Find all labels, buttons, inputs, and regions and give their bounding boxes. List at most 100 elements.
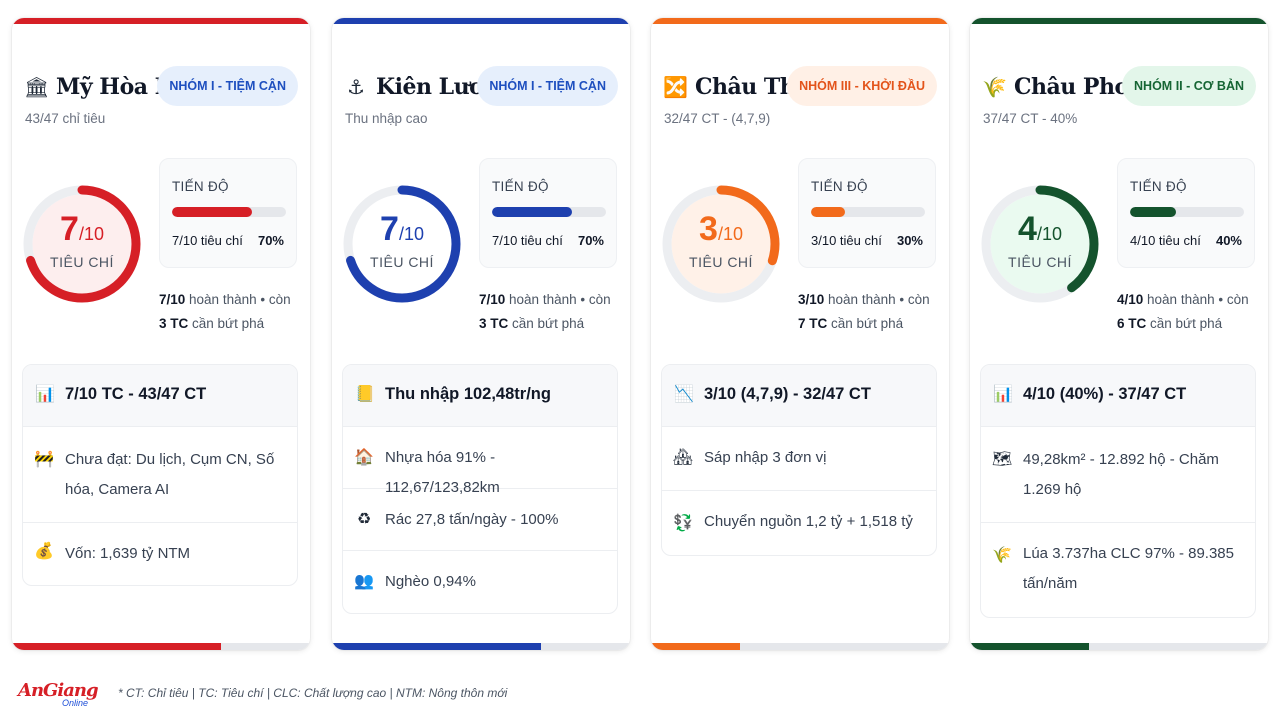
details-title: Thu nhập 102,48tr/ng: [385, 385, 551, 403]
info-row: ♻ Rác 27,8 tấn/ngày - 100%: [343, 489, 617, 551]
progress-count: 7/10 tiêu chí: [492, 233, 563, 248]
progress-track: [1130, 207, 1244, 217]
summary-remaining: 3 TC: [479, 316, 509, 331]
card-header: 🏛 Mỹ Hòa Hưng NHÓM I - TIỆM CẬN: [24, 66, 298, 110]
progress-title: TIẾN ĐỘ: [1130, 179, 1187, 194]
completion-summary: 7/10 hoàn thành • còn 3 TC cần bứt phá: [159, 288, 307, 336]
ring-inner-fill: [32, 194, 132, 294]
summary-done-text: hoàn thành • còn: [824, 292, 930, 307]
house-icon: 🏠: [354, 449, 374, 466]
progress-bar-fill: [1130, 207, 1176, 217]
summary-done: 7/10: [159, 292, 186, 307]
group-badge: NHÓM I - TIỆM CẬN: [477, 66, 618, 106]
progress-track: [492, 207, 606, 217]
card-header: ⚓ Kiên Lương NHÓM I - TIỆM CẬN: [344, 66, 618, 110]
info-row: 🏘 Sáp nhập 3 đơn vị: [662, 427, 936, 491]
card-grid: 🏛 Mỹ Hòa Hưng NHÓM I - TIỆM CẬN 43/47 ch…: [12, 18, 1268, 650]
progress-percent: 40%: [1215, 233, 1242, 248]
info-row-text: Chuyển nguồn 1,2 tỷ + 1,518 tỷ: [704, 513, 913, 530]
score-ring: 7/10 TIÊU CHÍ: [20, 158, 144, 330]
score-ring-graphic: [662, 185, 780, 303]
card-top-accent: [651, 18, 949, 24]
details-box: 📒 Thu nhập 102,48tr/ng 🏠 Nhựa hóa 91% - …: [342, 364, 618, 614]
summary-remaining: 7 TC: [798, 316, 828, 331]
details-box: 📊 7/10 TC - 43/47 CT 🚧 Chưa đạt: Du lịch…: [22, 364, 298, 586]
summary-done: 7/10: [479, 292, 506, 307]
progress-panel: TIẾN ĐỘ 3/10 tiêu chí 30%: [798, 158, 936, 268]
card-kien-luong: ⚓ Kiên Lương NHÓM I - TIỆM CẬN Thu nhập …: [332, 18, 630, 650]
score-ring: 4/10 TIÊU CHÍ: [978, 158, 1102, 330]
progress-title: TIẾN ĐỘ: [172, 179, 229, 194]
buildings-icon: 🏘: [672, 449, 694, 466]
card-top-accent: [970, 18, 1268, 24]
info-row: 🏠 Nhựa hóa 91% - 112,67/123,82km: [343, 427, 617, 496]
card-bottom-progress-fill: [970, 643, 1090, 650]
card-header: 🌾 Châu Phong NHÓM II - CƠ BẢN: [982, 66, 1256, 110]
card-top-accent: [332, 18, 630, 24]
card-bottom-progress: [970, 643, 1268, 650]
card-my-hoa-hung: 🏛 Mỹ Hòa Hưng NHÓM I - TIỆM CẬN 43/47 ch…: [12, 18, 310, 650]
ring-progress-arc: [343, 185, 461, 303]
anchor-icon: ⚓: [347, 77, 365, 99]
progress-track: [172, 207, 286, 217]
score-denominator: /10: [1036, 224, 1062, 244]
details-title: 7/10 TC - 43/47 CT: [65, 385, 207, 403]
merge-icon: 🔀: [663, 77, 688, 99]
chart-icon: 📊: [993, 386, 1013, 403]
info-row-text: Lúa 3.737ha CLC 97% - 89.385 tấn/năm: [1023, 545, 1234, 592]
completion-summary: 3/10 hoàn thành • còn 7 TC cần bứt phá: [798, 288, 946, 336]
summary-remaining: 6 TC: [1117, 316, 1147, 331]
progress-count: 4/10 tiêu chí: [1130, 233, 1201, 248]
details-header: 📊 4/10 (40%) - 37/47 CT: [981, 365, 1255, 427]
summary-remaining-text: cần bứt phá: [1146, 316, 1223, 331]
score-value: 3/10: [659, 210, 783, 249]
score-value: 4/10: [978, 210, 1102, 249]
footnote: * CT: Chỉ tiêu | TC: Tiêu chí | CLC: Chấ…: [118, 686, 508, 700]
info-row-text: Nhựa hóa 91% - 112,67/123,82km: [385, 449, 500, 496]
progress-panel: TIẾN ĐỘ 4/10 tiêu chí 40%: [1117, 158, 1255, 268]
card-bottom-progress-fill: [12, 643, 221, 650]
info-row-text: Rác 27,8 tấn/ngày - 100%: [385, 511, 559, 528]
info-row-text: Chưa đạt: Du lịch, Cụm CN, Số hóa, Camer…: [65, 451, 275, 498]
progress-percent: 70%: [577, 233, 604, 248]
score-ring-graphic: [343, 185, 461, 303]
card-subtitle: 43/47 chỉ tiêu: [25, 111, 106, 126]
bank-icon: 🏛: [24, 77, 50, 99]
details-header: 📊 7/10 TC - 43/47 CT: [23, 365, 297, 427]
details-header: 📒 Thu nhập 102,48tr/ng: [343, 365, 617, 427]
score-numerator: 7: [380, 210, 399, 248]
info-row: 💱 Chuyển nguồn 1,2 tỷ + 1,518 tỷ: [662, 491, 936, 555]
score-ring: 3/10 TIÊU CHÍ: [659, 158, 783, 330]
chart-icon: 📊: [35, 386, 55, 403]
info-row: 🌾 Lúa 3.737ha CLC 97% - 89.385 tấn/năm: [981, 523, 1255, 617]
summary-remaining-text: cần bứt phá: [188, 316, 265, 331]
summary-done-text: hoàn thành • còn: [505, 292, 611, 307]
card-top-accent: [12, 18, 310, 24]
group-badge: NHÓM II - CƠ BẢN: [1122, 66, 1256, 106]
score-label: TIÊU CHÍ: [370, 254, 434, 270]
card-chau-thanh: 🔀 Châu Thành NHÓM III - KHỞI ĐẦU 32/47 C…: [651, 18, 949, 650]
progress-bar-fill: [492, 207, 572, 217]
progress-title: TIẾN ĐỘ: [811, 179, 868, 194]
ring-inner-fill: [352, 194, 452, 294]
card-bottom-progress: [651, 643, 949, 650]
summary-done: 4/10: [1117, 292, 1144, 307]
info-row: 💰 Vốn: 1,639 tỷ NTM: [23, 523, 297, 585]
progress-track: [811, 207, 925, 217]
map-icon: 🗺: [991, 451, 1013, 468]
ring-progress-arc: [981, 185, 1099, 303]
details-title: 3/10 (4,7,9) - 32/47 CT: [704, 385, 871, 403]
people-icon: 👥: [354, 573, 374, 590]
score-label: TIÊU CHÍ: [1008, 254, 1072, 270]
score-ring-graphic: [23, 185, 141, 303]
card-bottom-progress: [12, 643, 310, 650]
card-bottom-progress-fill: [651, 643, 741, 650]
score-numerator: 4: [1018, 210, 1037, 248]
card-header: 🔀 Châu Thành NHÓM III - KHỞI ĐẦU: [663, 66, 937, 110]
recycle-icon: ♻: [356, 511, 372, 528]
info-row: 🗺 49,28km² - 12.892 hộ - Chăm 1.269 hộ: [981, 427, 1255, 523]
angiang-logo: AnGiang Online: [18, 680, 99, 710]
card-subtitle: 32/47 CT - (4,7,9): [664, 111, 771, 126]
progress-count: 3/10 tiêu chí: [811, 233, 882, 248]
progress-bar-fill: [172, 207, 252, 217]
